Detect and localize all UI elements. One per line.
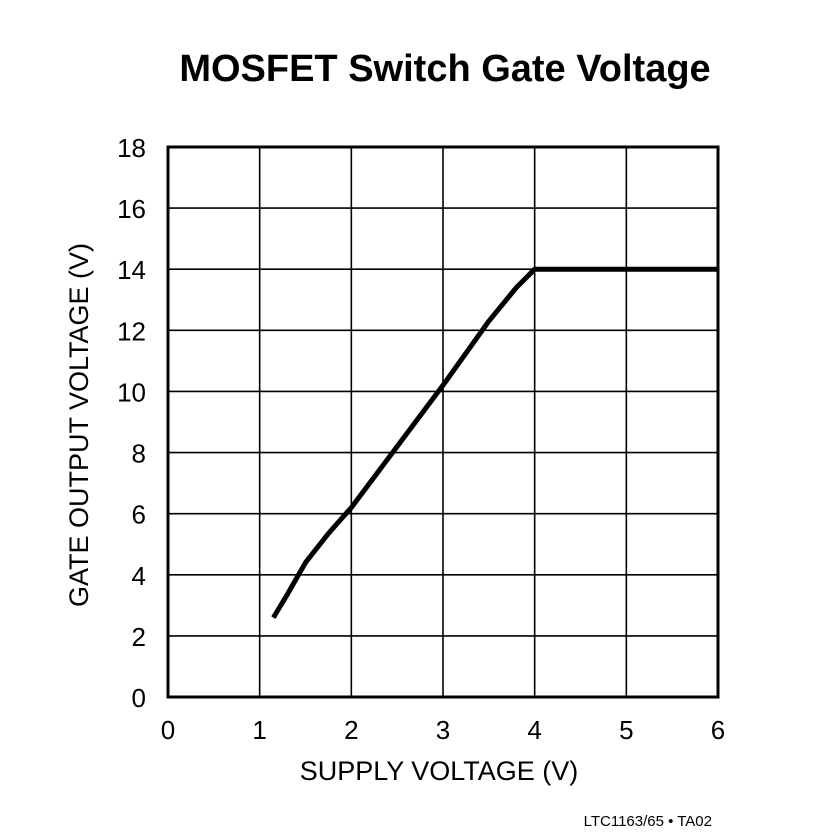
y-tick-label-16: 16 (117, 194, 146, 224)
y-tick-label-0: 0 (132, 683, 146, 713)
y-tick-label-4: 4 (132, 561, 146, 591)
y-tick-label-14: 14 (117, 255, 146, 285)
y-tick-label-6: 6 (132, 500, 146, 530)
x-tick-label-0: 0 (161, 715, 175, 745)
plot-area-frame (166, 145, 720, 699)
y-tick-label-12: 12 (117, 316, 146, 346)
series-layer (271, 266, 718, 619)
x-tick-label-2: 2 (344, 715, 358, 745)
y-tick-label-10: 10 (117, 377, 146, 407)
series-line-1 (271, 266, 718, 619)
x-tick-label-5: 5 (619, 715, 633, 745)
y-axis-label: GATE OUTPUT VOLTAGE (V) (64, 243, 94, 607)
x-tick-label-3: 3 (436, 715, 450, 745)
y-tick-labels: 0 2 4 6 8 10 12 14 16 18 (117, 133, 146, 713)
x-tick-labels: 0 1 2 3 4 5 6 (161, 715, 725, 745)
x-tick-label-1: 1 (252, 715, 266, 745)
y-tick-label-18: 18 (117, 133, 146, 163)
y-tick-label-2: 2 (132, 622, 146, 652)
x-tick-label-4: 4 (527, 715, 541, 745)
grid-lines (167, 146, 719, 698)
x-axis-label: SUPPLY VOLTAGE (V) (300, 756, 579, 786)
y-tick-label-8: 8 (132, 439, 146, 469)
chart-title: MOSFET Switch Gate Voltage (179, 48, 710, 90)
figure-footnote: LTC1163/65 • TA02 (584, 813, 712, 830)
x-tick-label-6: 6 (711, 715, 725, 745)
